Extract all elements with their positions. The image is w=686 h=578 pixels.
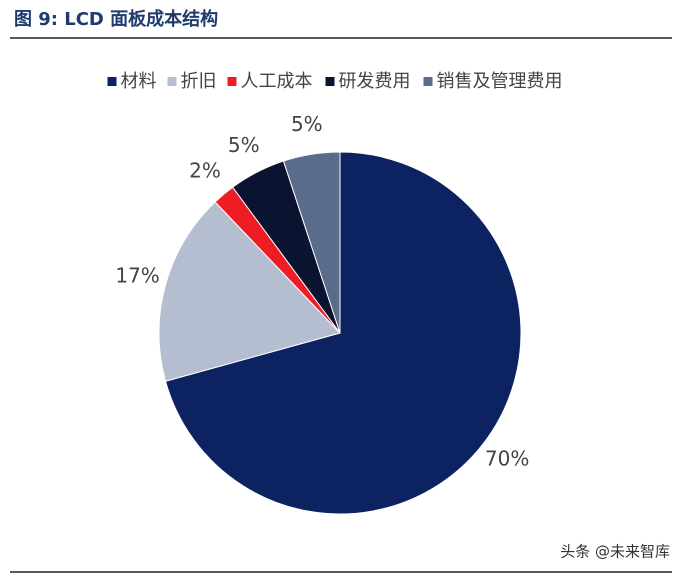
pie-slice (164, 151, 522, 515)
data-label: 70% (485, 447, 529, 471)
legend-label: 人工成本 (241, 71, 313, 92)
legend-label: 材料 (121, 71, 157, 92)
pie-slice (158, 201, 341, 382)
data-label: 2% (189, 159, 221, 183)
legend-label: 销售及管理费用 (437, 71, 563, 92)
legend-swatch (227, 77, 237, 86)
legend-label: 折旧 (181, 71, 217, 92)
legend-swatch (107, 77, 117, 86)
legend-swatch (167, 77, 177, 86)
data-label: 17% (115, 264, 159, 288)
legend-swatch (325, 77, 335, 86)
watermark: 头条 @未来智库 (560, 543, 670, 561)
legend-swatch (423, 77, 433, 86)
data-label: 5% (228, 133, 260, 157)
chart-title: 图 9: LCD 面板成本结构 (14, 8, 218, 30)
legend-label: 研发费用 (339, 71, 411, 92)
pie-slice (282, 151, 341, 334)
data-label: 5% (291, 112, 323, 136)
